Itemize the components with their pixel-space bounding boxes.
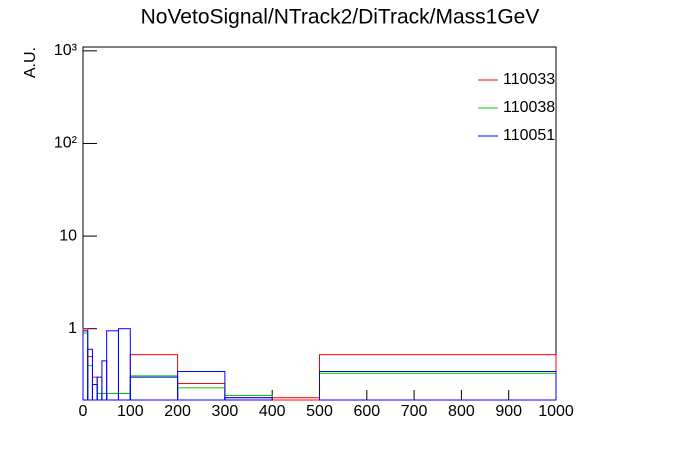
y-tick-label: 10² xyxy=(54,135,78,152)
x-tick-label: 500 xyxy=(306,403,333,420)
histogram-bin xyxy=(96,392,103,401)
histogram-bin xyxy=(82,332,89,401)
histogram-bin xyxy=(117,392,131,401)
x-tick-label: 300 xyxy=(212,403,239,420)
x-tick-label: 1000 xyxy=(538,403,574,420)
histogram-bin xyxy=(271,397,321,401)
histogram-bin xyxy=(319,371,557,401)
x-tick-label: 0 xyxy=(79,403,88,420)
x-tick-label: 800 xyxy=(448,403,475,420)
histogram-bin xyxy=(87,348,93,401)
histogram-bin xyxy=(129,376,179,401)
histogram-bin xyxy=(106,330,119,401)
histogram-bin xyxy=(117,328,131,401)
histogram-bin xyxy=(319,354,557,401)
plot-frame xyxy=(82,46,557,401)
histogram-bin xyxy=(129,375,179,401)
histogram-bin xyxy=(101,392,108,401)
histogram-bin xyxy=(91,376,98,401)
histogram-bin xyxy=(82,330,89,401)
histogram-bin xyxy=(106,392,119,401)
y-tick-label: 10 xyxy=(59,227,77,244)
x-tick-label: 200 xyxy=(164,403,191,420)
legend-label: 110051 xyxy=(503,127,555,144)
histogram-bin xyxy=(87,356,93,401)
chart-title: NoVetoSignal/NTrack2/DiTrack/Mass1GeV xyxy=(141,6,540,29)
x-tick-label: 400 xyxy=(259,403,286,420)
x-tick-label: 100 xyxy=(117,403,144,420)
histogram-bin xyxy=(224,397,273,401)
histogram-bin xyxy=(101,360,108,401)
y-axis-label: A.U. xyxy=(22,47,39,78)
histogram-bin xyxy=(91,383,98,401)
histogram-bin xyxy=(91,383,98,401)
histogram-bin xyxy=(101,392,108,401)
histogram-bin xyxy=(96,376,103,401)
histogram-bin xyxy=(177,383,226,401)
legend-label: 110033 xyxy=(503,71,555,88)
legend-label: 110038 xyxy=(503,99,555,116)
x-tick-label: 900 xyxy=(495,403,522,420)
histogram-bin xyxy=(87,365,93,401)
x-tick-label: 700 xyxy=(401,403,428,420)
histogram-bin xyxy=(177,387,226,401)
y-tick-label: 10³ xyxy=(54,42,78,59)
histogram-bin xyxy=(117,392,131,401)
histogram-bin xyxy=(82,328,89,401)
histogram-bin xyxy=(106,392,119,401)
y-tick-label: 1 xyxy=(68,320,77,337)
histogram-bin xyxy=(96,392,103,401)
histogram-bin xyxy=(177,371,226,401)
x-tick-label: 600 xyxy=(353,403,380,420)
histogram-bin xyxy=(319,372,557,401)
